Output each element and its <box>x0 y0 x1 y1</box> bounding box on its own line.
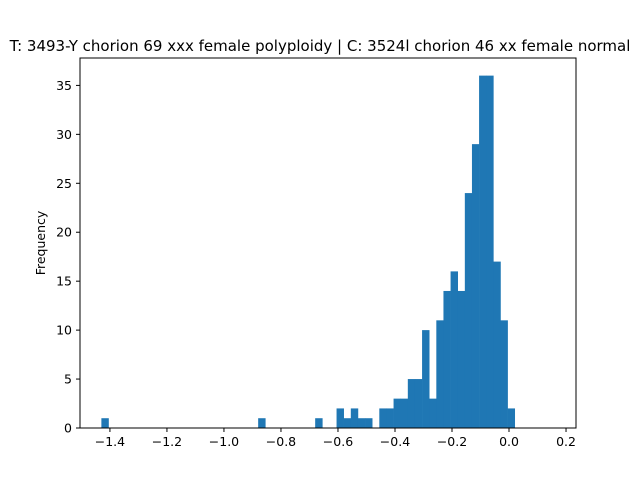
histogram-bar <box>101 418 109 428</box>
histogram-bar <box>315 418 323 428</box>
histogram-bar <box>429 398 437 428</box>
x-tick-label: −0.6 <box>323 434 353 449</box>
histogram-bar <box>507 408 516 428</box>
histogram-bar <box>443 290 451 428</box>
x-tick-label: −0.4 <box>380 434 410 449</box>
histogram-bar <box>336 408 344 428</box>
y-tick-label: 15 <box>56 274 72 289</box>
y-tick-label: 35 <box>56 78 72 93</box>
histogram-bar <box>500 320 508 428</box>
x-tick-label: 0.0 <box>499 434 519 449</box>
y-tick-label: 5 <box>64 372 72 387</box>
histogram-bar <box>357 418 366 428</box>
y-tick-label: 10 <box>56 323 72 338</box>
plot-area-frame <box>79 57 577 429</box>
histogram-bar <box>479 75 487 428</box>
histogram-bar <box>350 408 359 428</box>
histogram-bar <box>422 330 430 428</box>
histogram-bar <box>407 379 416 428</box>
x-tick-label: −1.0 <box>209 434 239 449</box>
y-tick-label: 0 <box>64 421 72 436</box>
histogram-bar <box>386 408 394 428</box>
x-tick-label: −0.2 <box>437 434 467 449</box>
x-axis-ticks: −1.4 −1.2 −1.0 −0.8 −0.6 −0.4 −0.2 0.0 0.2 <box>95 428 576 449</box>
y-axis-label: Frequency <box>33 210 48 275</box>
histogram-bar <box>486 75 494 428</box>
histogram-bar <box>400 398 409 428</box>
x-tick-label: −1.4 <box>95 434 125 449</box>
histogram-bar <box>436 320 444 428</box>
histogram-bar <box>379 408 387 428</box>
x-tick-label: −1.2 <box>152 434 182 449</box>
histogram-bar <box>493 261 501 428</box>
y-axis-ticks: 0 5 10 15 20 25 30 35 <box>56 78 80 436</box>
histogram-bar <box>393 398 401 428</box>
histogram-bar <box>414 379 423 428</box>
histogram-bars <box>101 75 516 428</box>
histogram-bar <box>471 144 480 428</box>
y-tick-label: 20 <box>56 225 72 240</box>
y-tick-label: 25 <box>56 176 72 191</box>
histogram-bar <box>457 290 466 428</box>
y-tick-label: 30 <box>56 127 72 142</box>
histogram-bar <box>343 418 352 428</box>
histogram-bar <box>258 418 266 428</box>
chart-title: T: 3493-Y chorion 69 xxx female polyploi… <box>9 37 631 55</box>
histogram-bar <box>464 193 473 428</box>
x-tick-label: 0.2 <box>556 434 576 449</box>
histogram-bar <box>450 271 459 428</box>
histogram-bar <box>365 418 373 428</box>
x-tick-label: −0.8 <box>266 434 296 449</box>
